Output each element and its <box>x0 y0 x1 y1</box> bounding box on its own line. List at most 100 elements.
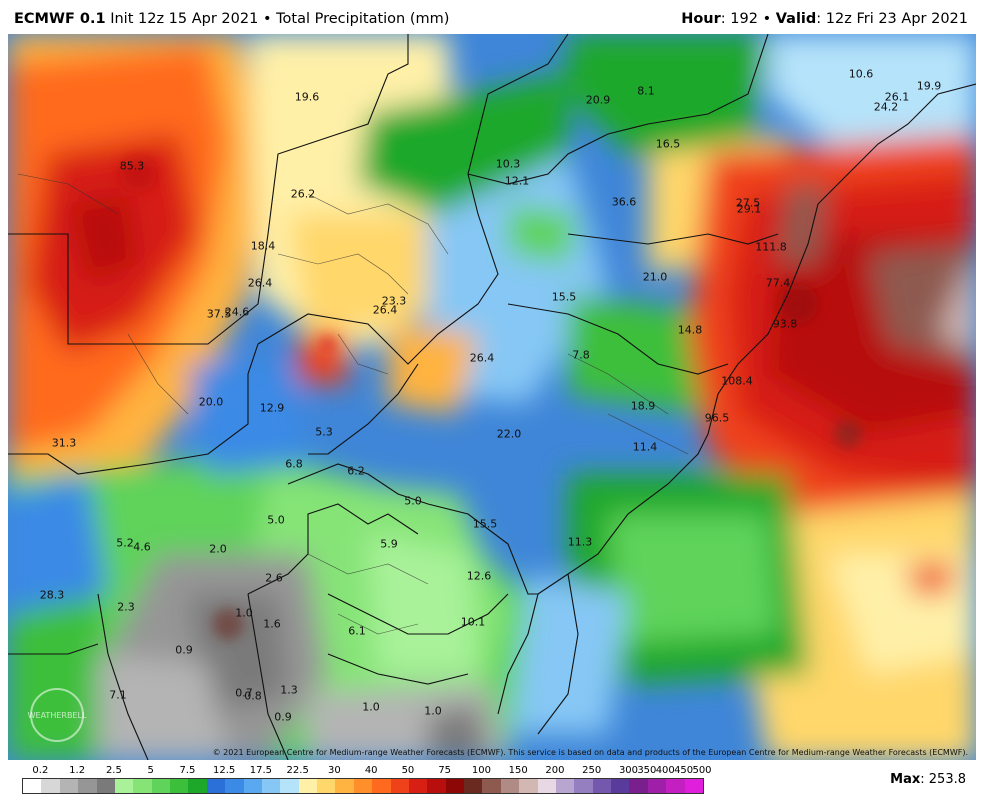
legend-tick-label: 250 <box>582 765 602 776</box>
legend-tick-label: 5 <box>147 765 154 776</box>
hour-value: 192 <box>730 11 758 27</box>
precipitation-map: 85.3 19.6 20.9 8.1 10.6 19.9 26.1 24.2 1… <box>8 34 976 760</box>
product-name: Total Precipitation (mm) <box>276 11 450 27</box>
chart-title: ECMWF 0.1 Init 12z 15 Apr 2021 • Total P… <box>14 11 450 27</box>
legend-tick-label: 40 <box>364 765 378 776</box>
map-value: 16.5 <box>655 137 681 151</box>
legend-tick-label: 2.5 <box>105 765 122 776</box>
legend-swatch <box>170 779 189 793</box>
map-value: 7.1 <box>109 688 127 702</box>
map-value: 2.6 <box>265 571 283 585</box>
legend-swatch <box>96 779 115 793</box>
map-value: 37.5 <box>206 307 232 321</box>
color-legend: 0.2 1.2 2.5 5 7.5 12.5 17.5 22.5 30 40 50 75 100 150 2… <box>22 762 712 802</box>
legend-swatch <box>114 779 134 793</box>
map-value: 0.8 <box>244 689 262 703</box>
legend-swatch <box>427 779 446 793</box>
legend-swatch <box>151 779 170 793</box>
legend-tick-label: 22.5 <box>286 765 309 776</box>
map-value: 22.0 <box>496 427 522 441</box>
precipitation-field <box>8 34 976 760</box>
legend-swatch <box>464 779 483 793</box>
legend-tick-label: 150 <box>508 765 528 776</box>
max-value: Max: 253.8 <box>890 772 966 787</box>
legend-swatch <box>335 779 354 793</box>
map-value: 24.6 <box>224 305 250 319</box>
legend-swatch <box>225 779 244 793</box>
legend-tick-label: 350 <box>637 765 657 776</box>
legend-swatch <box>317 779 336 793</box>
map-value: 18.4 <box>250 239 276 253</box>
legend-swatch <box>611 779 630 793</box>
map-value: 6.2 <box>347 464 365 478</box>
legend-swatch <box>666 779 685 793</box>
legend-swatch <box>537 779 556 793</box>
map-value: 36.6 <box>611 195 637 209</box>
legend-swatch <box>555 779 575 793</box>
copyright-credit: © 2021 European Centre for Medium-range … <box>212 748 968 757</box>
map-value: 96.5 <box>704 411 730 425</box>
legend-tick-label: 450 <box>674 765 694 776</box>
map-value: 8.1 <box>637 84 655 98</box>
legend-tick-label: 500 <box>692 765 712 776</box>
header: ECMWF 0.1 Init 12z 15 Apr 2021 • Total P… <box>0 0 984 34</box>
legend-tick-label: 200 <box>545 765 565 776</box>
map-value: 1.0 <box>424 704 442 718</box>
legend-swatch <box>206 779 226 793</box>
legend-swatch <box>574 779 593 793</box>
legend-swatch <box>41 779 60 793</box>
valid-value: 12z Fri 23 Apr 2021 <box>825 11 968 27</box>
map-value: 12.1 <box>504 174 530 188</box>
map-value: 4.6 <box>133 540 151 554</box>
valid-time-info: Hour: 192 • Valid: 12z Fri 23 Apr 2021 <box>681 11 968 27</box>
legend-swatch <box>445 779 464 793</box>
map-value: 26.4 <box>247 276 273 290</box>
legend-tick-label: 100 <box>471 765 491 776</box>
legend-swatch <box>390 779 409 793</box>
map-value: 2.0 <box>209 542 227 556</box>
map-value: 5.3 <box>315 425 333 439</box>
map-value: 6.1 <box>348 624 366 638</box>
map-value: 0.7 <box>235 686 253 700</box>
map-value: 10.3 <box>495 157 521 171</box>
legend-swatch <box>243 779 262 793</box>
map-value: 27.5 <box>735 196 761 210</box>
legend-swatch <box>353 779 373 793</box>
hour-label: Hour <box>681 11 721 27</box>
legend-swatch <box>133 779 152 793</box>
map-value: 2.3 <box>117 600 135 614</box>
legend-tick-label: 30 <box>328 765 341 776</box>
map-value: 10.1 <box>460 615 486 629</box>
init-time: Init 12z 15 Apr 2021 <box>110 11 259 27</box>
map-value: 11.3 <box>567 535 593 549</box>
legend-swatch <box>23 779 42 793</box>
map-value: 14.8 <box>677 323 703 337</box>
map-value: 77.4 <box>765 276 791 290</box>
map-value: 11.4 <box>632 440 658 454</box>
map-value: 21.0 <box>642 270 668 284</box>
map-value: 20.9 <box>585 93 611 107</box>
legend-tick-label: 0.2 <box>32 765 49 776</box>
map-value: 26.4 <box>469 351 495 365</box>
legend-tick-label: 1.2 <box>69 765 86 776</box>
legend-swatch <box>261 779 281 793</box>
map-value: 111.8 <box>755 240 787 254</box>
legend-tick-label: 12.5 <box>213 765 236 776</box>
valid-label: Valid <box>775 11 817 27</box>
map-value: 5.2 <box>116 536 134 550</box>
legend-swatch <box>684 779 703 793</box>
map-value: 10.6 <box>848 67 874 81</box>
map-value: 12.9 <box>259 401 285 415</box>
map-value: 20.0 <box>198 395 224 409</box>
map-value: 26.2 <box>290 187 316 201</box>
legend-swatch <box>59 779 79 793</box>
legend-tick-label: 75 <box>438 765 452 776</box>
map-value: 18.9 <box>630 399 656 413</box>
legend-colorbar <box>22 778 704 794</box>
map-value: 0.9 <box>274 710 292 724</box>
map-value: 26.4 <box>372 303 398 317</box>
map-value: 1.0 <box>362 700 380 714</box>
map-value: 19.9 <box>916 79 942 93</box>
model-name: ECMWF 0.1 <box>14 11 106 27</box>
map-value: 15.5 <box>551 290 577 304</box>
